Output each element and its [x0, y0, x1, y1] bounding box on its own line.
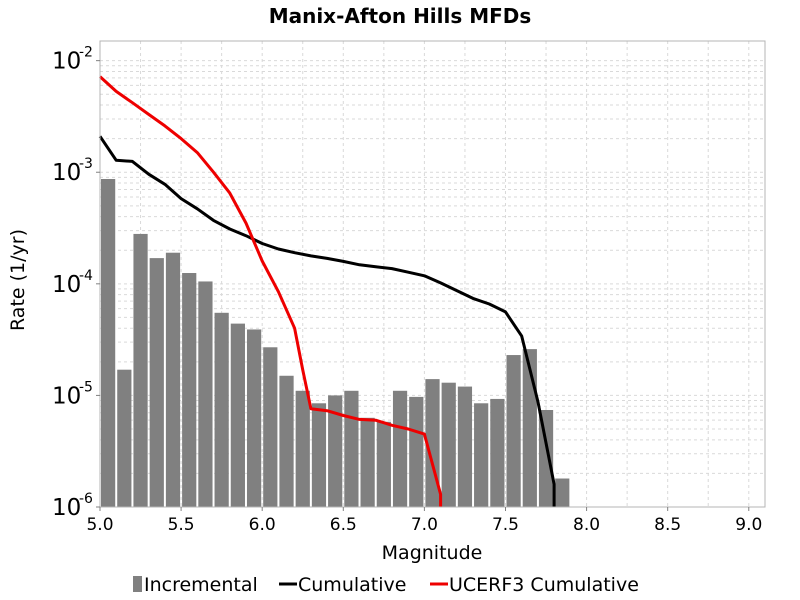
y-axis-label: Rate (1/yr)	[7, 229, 29, 331]
y-tick-exponent: -2	[79, 45, 93, 61]
incremental-bar	[101, 178, 116, 508]
incremental-bar	[214, 312, 229, 507]
y-tick-exponent: -5	[79, 379, 93, 395]
incremental-bar	[555, 478, 570, 507]
incremental-bar	[328, 395, 343, 507]
incremental-bar	[182, 273, 197, 507]
incremental-bars	[101, 178, 570, 508]
incremental-bar	[263, 347, 278, 507]
ucerf3-cumulative-line	[98, 75, 443, 507]
incremental-bar	[149, 258, 164, 507]
y-axis-ticks: 10-210-310-410-510-6	[52, 45, 100, 521]
incremental-bar	[279, 375, 294, 507]
incremental-bar	[474, 403, 489, 507]
cumulative-lines	[98, 75, 556, 507]
incremental-bar	[133, 233, 148, 508]
x-tick-label: 5.0	[86, 515, 113, 535]
y-tick-exponent: -3	[79, 156, 93, 172]
x-tick-label: 9.0	[735, 515, 762, 535]
legend: Incremental Cumulative UCERF3 Cumulative	[133, 574, 639, 596]
x-axis-ticks: 5.0 5.5 6.0 6.5 7.0 7.5 8.0 8.5 9.0	[86, 507, 762, 535]
incremental-bar	[117, 369, 132, 507]
legend-ucerf3-label: UCERF3 Cumulative	[449, 574, 639, 596]
incremental-bar	[441, 382, 456, 507]
incremental-bar	[490, 398, 505, 507]
incremental-bar	[246, 329, 262, 507]
legend-cumulative-label: Cumulative	[298, 574, 406, 596]
x-tick-label: 8.0	[573, 515, 600, 535]
incremental-bar	[344, 390, 359, 507]
incremental-bar	[392, 390, 408, 507]
x-tick-label: 5.5	[168, 515, 195, 535]
incremental-bar	[457, 386, 473, 507]
incremental-bar	[360, 417, 375, 507]
y-tick-label: 10	[52, 272, 81, 298]
incremental-bar	[506, 355, 521, 507]
y-tick-label: 10	[52, 495, 81, 521]
y-tick-label: 10	[52, 383, 81, 409]
x-axis-label: Magnitude	[382, 542, 483, 564]
plot-area-border	[99, 40, 766, 508]
incremental-bar	[538, 410, 554, 507]
incremental-bar	[198, 281, 213, 507]
legend-incremental-label: Incremental	[144, 574, 258, 596]
chart-title: Manix-Afton Hills MFDs	[269, 4, 532, 28]
x-tick-label: 7.0	[411, 515, 438, 535]
incremental-bar	[311, 403, 327, 507]
cumulative-line	[98, 135, 556, 507]
incremental-bar	[376, 421, 391, 507]
x-tick-label: 7.5	[492, 515, 519, 535]
y-tick-label: 10	[52, 160, 81, 186]
legend-incremental-swatch	[133, 576, 142, 592]
incremental-bar	[230, 323, 245, 507]
y-tick-exponent: -6	[79, 491, 93, 507]
incremental-bar	[165, 252, 181, 507]
x-tick-label: 8.5	[654, 515, 681, 535]
incremental-bar	[409, 396, 424, 507]
x-tick-label: 6.0	[249, 515, 276, 535]
y-tick-exponent: -4	[79, 268, 93, 284]
y-tick-label: 10	[52, 49, 81, 75]
incremental-bar	[295, 390, 310, 507]
x-tick-label: 6.5	[330, 515, 357, 535]
